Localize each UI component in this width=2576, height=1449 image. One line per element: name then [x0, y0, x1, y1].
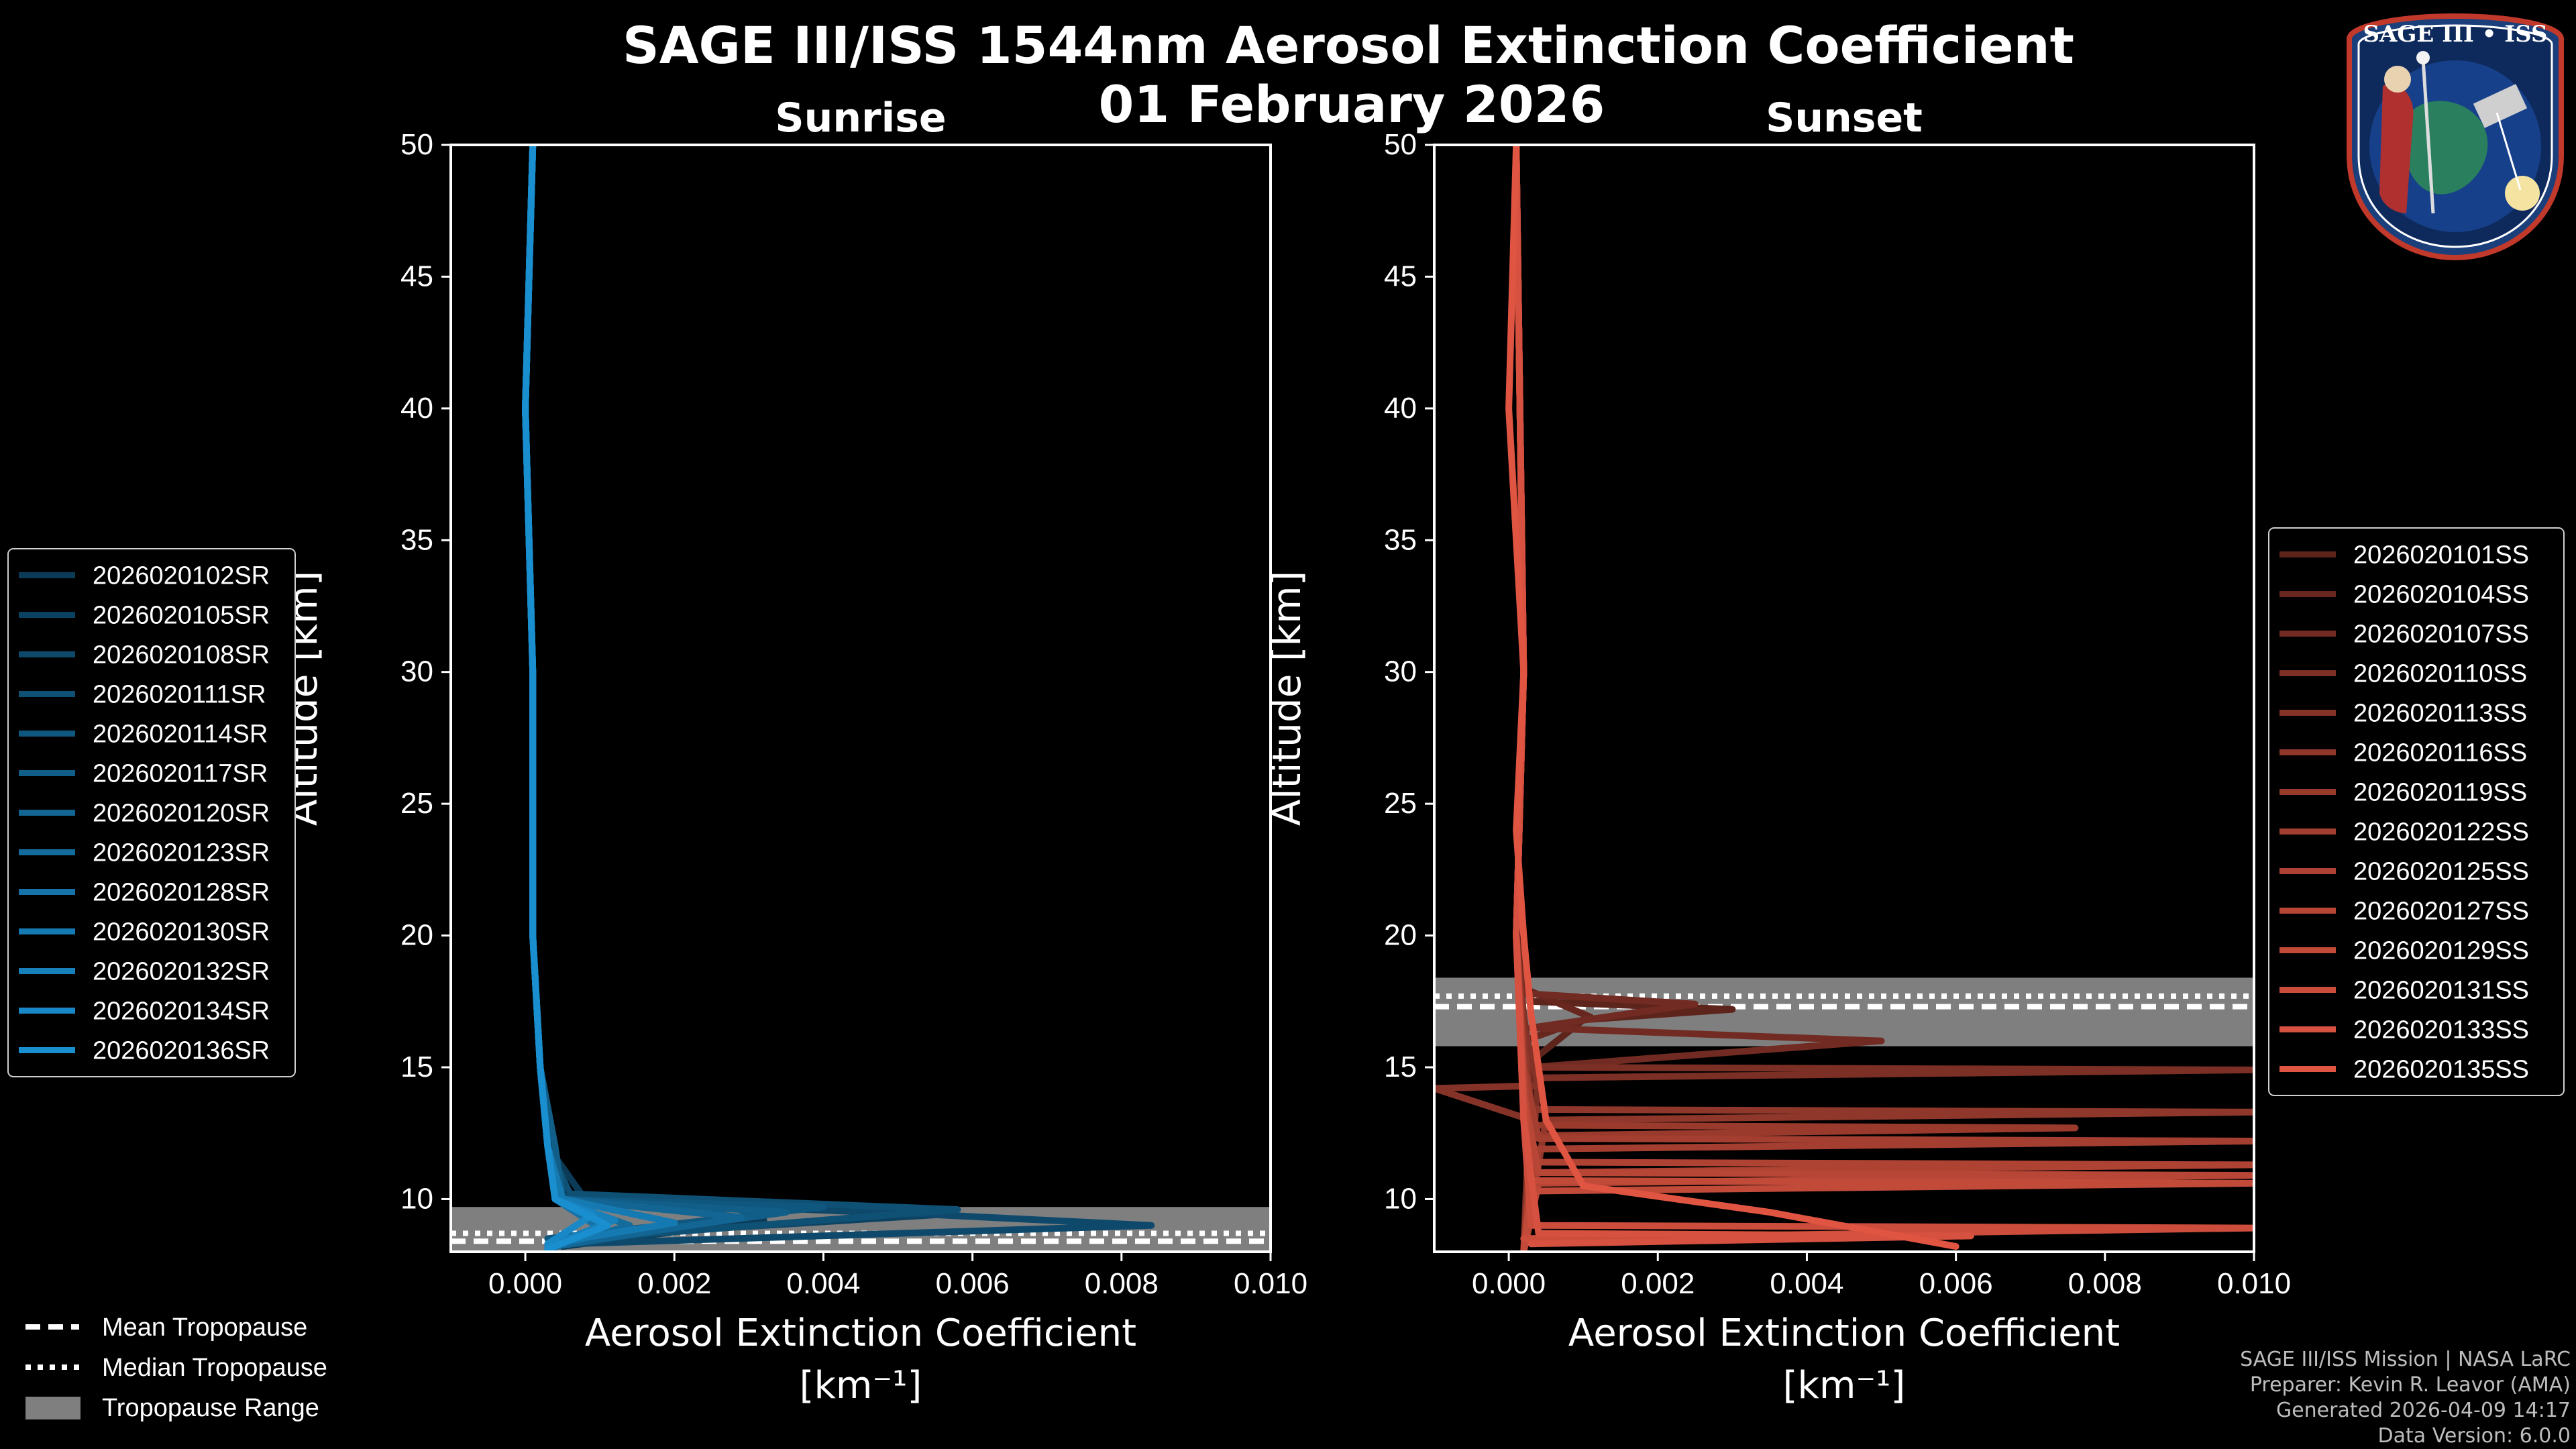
sunrise-ytick-label: 30	[400, 655, 433, 688]
figure-footer: SAGE III/ISS Mission | NASA LaRC Prepare…	[1967, 1347, 2571, 1449]
sunset-legend-item: 2026020101SS	[2353, 541, 2529, 570]
sunset-legend-item: 2026020116SS	[2353, 739, 2527, 767]
sunset-ytick-label: 10	[1384, 1182, 1417, 1215]
sunrise-x-axis-label: Aerosol Extinction Coefficient	[585, 1311, 1136, 1355]
sunrise-legend-item: 2026020117SR	[93, 760, 268, 788]
sunset-legend-item: 2026020133SS	[2353, 1016, 2529, 1044]
sunset-legend-item: 2026020122SS	[2353, 818, 2529, 847]
sunrise-legend-item: 2026020114SR	[93, 720, 268, 749]
tropopause-range-swatch	[25, 1397, 80, 1419]
sunrise-ytick-label: 20	[400, 919, 433, 952]
sunset-xtick-label: 0.000	[1472, 1267, 1546, 1300]
sunset-legend-item: 2026020125SS	[2353, 858, 2529, 886]
sunrise-legend-item: 2026020108SR	[93, 641, 270, 669]
sunrise-legend-item: 2026020120SR	[93, 800, 270, 828]
logo-text: SAGE III • ISS	[2363, 21, 2547, 48]
footer-generated: Generated 2026-04-09 14:17	[1967, 1398, 2571, 1424]
sunset-legend-item: 2026020119SS	[2353, 779, 2527, 807]
mean-tropopause-label: Mean Tropopause	[102, 1313, 307, 1342]
sunrise-legend-item: 2026020132SR	[93, 958, 270, 986]
sunset-xtick-label: 0.006	[1919, 1267, 1993, 1300]
sunset-ytick-label: 40	[1384, 392, 1417, 425]
sunset-legend-item: 2026020131SS	[2353, 977, 2529, 1005]
sunrise-xtick-label: 0.008	[1085, 1267, 1159, 1300]
figure-title: SAGE III/ISS 1544nm Aerosol Extinction C…	[623, 15, 2074, 75]
sunset-xtick-label: 0.002	[1621, 1267, 1695, 1300]
sunrise-legend-item: 2026020128SR	[93, 879, 270, 907]
sunrise-xtick-label: 0.006	[936, 1267, 1010, 1300]
sunrise-legend-item: 2026020111SR	[93, 681, 266, 709]
sunrise-ytick-label: 50	[400, 128, 433, 161]
sunset-ytick-label: 20	[1384, 919, 1417, 952]
sunrise-xtick-label: 0.004	[786, 1267, 860, 1300]
sunrise-legend-item: 2026020134SR	[93, 998, 270, 1026]
sunrise-ytick-label: 45	[400, 260, 433, 292]
sunset-ytick-label: 35	[1384, 523, 1417, 556]
sunrise-legend-item: 2026020102SR	[93, 562, 270, 590]
sunset-y-axis-label: Altitude [km]	[1264, 571, 1309, 826]
sunset-xtick-label: 0.008	[2068, 1267, 2142, 1300]
sunset-ytick-label: 30	[1384, 655, 1417, 688]
sunrise-legend: 2026020102SR 2026020105SR 2026020108SR 2026…	[8, 549, 295, 1077]
sunrise-xtick-label: 0.010	[1234, 1267, 1307, 1300]
sunrise-panel-title: Sunrise	[775, 95, 946, 142]
sunset-ytick-label: 50	[1384, 128, 1417, 161]
tropopause-range-label: Tropopause Range	[102, 1394, 319, 1422]
sunset-legend-item: 2026020135SS	[2353, 1056, 2529, 1084]
sunrise-legend-item: 2026020123SR	[93, 839, 270, 867]
figure-date: 01 February 2026	[1099, 74, 1605, 134]
sunrise-ytick-label: 35	[400, 523, 433, 556]
sunrise-legend-item: 2026020130SR	[93, 918, 270, 947]
sunrise-ytick-label: 25	[400, 787, 433, 820]
sunset-legend-item: 2026020113SS	[2353, 700, 2527, 728]
sage-iii-iss-logo: SAGE III • ISS	[2343, 12, 2568, 262]
sunrise-ytick-label: 10	[400, 1182, 433, 1215]
sunset-panel-title: Sunset	[1766, 95, 1923, 142]
sunset-legend-item: 2026020127SS	[2353, 898, 2529, 926]
sunset-x-axis-unit: [km⁻¹]	[1783, 1364, 1906, 1407]
sunset-legend-item: 2026020110SS	[2353, 660, 2527, 688]
sunset-tropopause-range	[1434, 977, 2254, 1046]
sunset-legend-item: 2026020104SS	[2353, 581, 2529, 609]
sunrise-xtick-label: 0.002	[637, 1267, 711, 1300]
sunrise-plot-area	[451, 145, 1271, 1252]
sunset-plot-area	[1434, 145, 2254, 1252]
sunset-ytick-label: 15	[1384, 1051, 1417, 1083]
sunrise-ytick-label: 15	[400, 1051, 433, 1083]
sunset-ytick-label: 25	[1384, 787, 1417, 820]
footer-data-version: Data Version: 6.0.0	[1967, 1424, 2571, 1449]
sunset-legend-frame	[2269, 528, 2564, 1095]
sunset-xtick-label: 0.004	[1770, 1267, 1843, 1300]
sunset-legend-item: 2026020107SS	[2353, 621, 2529, 649]
sunset-xtick-label: 0.010	[2217, 1267, 2291, 1300]
figure-canvas: SAGE III/ISS 1544nm Aerosol Extinction C…	[0, 0, 2576, 1449]
sunset-legend: 2026020101SS 2026020104SS 2026020107SS 2026…	[2269, 528, 2564, 1095]
sunrise-xtick-label: 0.000	[488, 1267, 562, 1300]
footer-mission: SAGE III/ISS Mission | NASA LaRC	[1967, 1347, 2571, 1373]
sunrise-legend-item: 2026020105SR	[93, 602, 270, 630]
sunrise-legend-item: 2026020136SR	[93, 1037, 270, 1065]
sunrise-ytick-label: 40	[400, 392, 433, 425]
sunrise-x-axis-unit: [km⁻¹]	[800, 1364, 922, 1407]
sunset-ytick-label: 45	[1384, 260, 1417, 292]
sunset-legend-item: 2026020129SS	[2353, 937, 2529, 965]
median-tropopause-label: Median Tropopause	[102, 1354, 327, 1382]
footer-preparer: Preparer: Kevin R. Leavor (AMA)	[1967, 1373, 2571, 1398]
